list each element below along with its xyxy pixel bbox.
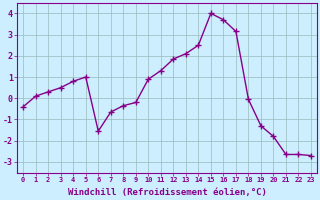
X-axis label: Windchill (Refroidissement éolien,°C): Windchill (Refroidissement éolien,°C) (68, 188, 267, 197)
